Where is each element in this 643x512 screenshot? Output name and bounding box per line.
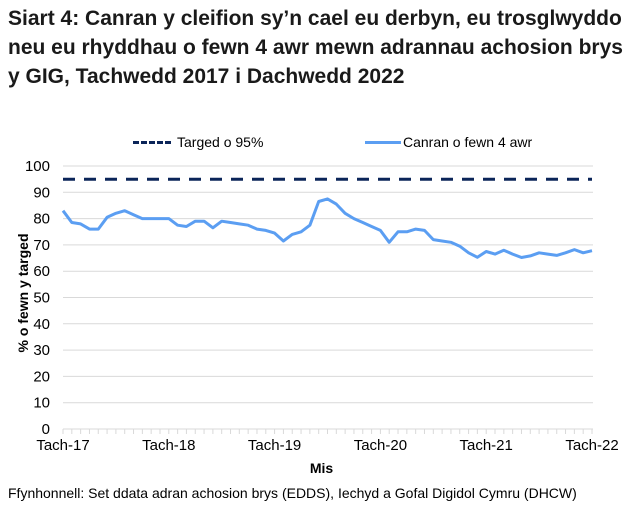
x-tick-label: Tach-18 [142, 437, 195, 454]
x-axis-ticks: Tach-17 Tach-18 Tach-19 Tach-20 Tach-21 Tach-… [36, 429, 619, 454]
gridlines [63, 165, 593, 430]
y-tick-label: 10 [33, 395, 50, 412]
y-tick-label: 50 [33, 290, 50, 307]
y-tick-label: 90 [33, 184, 50, 201]
chart-title: Siart 4: Canran y cleifion sy’n cael eu … [8, 7, 623, 88]
y-tick-label: 80 [33, 211, 50, 228]
x-tick-label: Tach-21 [460, 437, 513, 454]
y-tick-label: 100 [25, 158, 50, 175]
x-tick-label: Tach-17 [36, 437, 89, 454]
legend-item-target: Targed o 95% [133, 134, 263, 150]
y-tick-label: 20 [33, 368, 50, 385]
y-tick-label: 60 [33, 263, 50, 280]
legend-item-series: Canran o fewn 4 awr [365, 134, 532, 150]
series-line [61, 197, 593, 259]
x-tick-label: Tach-20 [354, 437, 407, 454]
dashed-line-swatch-icon [133, 140, 171, 144]
legend-label-series: Canran o fewn 4 awr [403, 134, 533, 150]
y-axis-label: % o fewn y targed [15, 233, 31, 353]
y-axis-ticks: 0 10 20 30 40 50 60 70 80 90 100 [25, 158, 50, 438]
y-tick-label: 30 [33, 342, 50, 359]
x-tick-label: Tach-19 [248, 437, 301, 454]
y-tick-label: 40 [33, 316, 50, 333]
y-tick-label: 0 [42, 421, 50, 438]
source-note: Ffynhonnell: Set ddata adran achosion br… [8, 485, 577, 501]
legend: Targed o 95% Canran o fewn 4 awr [0, 132, 643, 154]
legend-label-target: Targed o 95% [177, 134, 264, 150]
x-axis-label: Mis [309, 460, 334, 476]
x-tick-label: Tach-22 [565, 437, 618, 454]
solid-line-swatch-icon [365, 140, 401, 144]
y-tick-label: 70 [33, 237, 50, 254]
